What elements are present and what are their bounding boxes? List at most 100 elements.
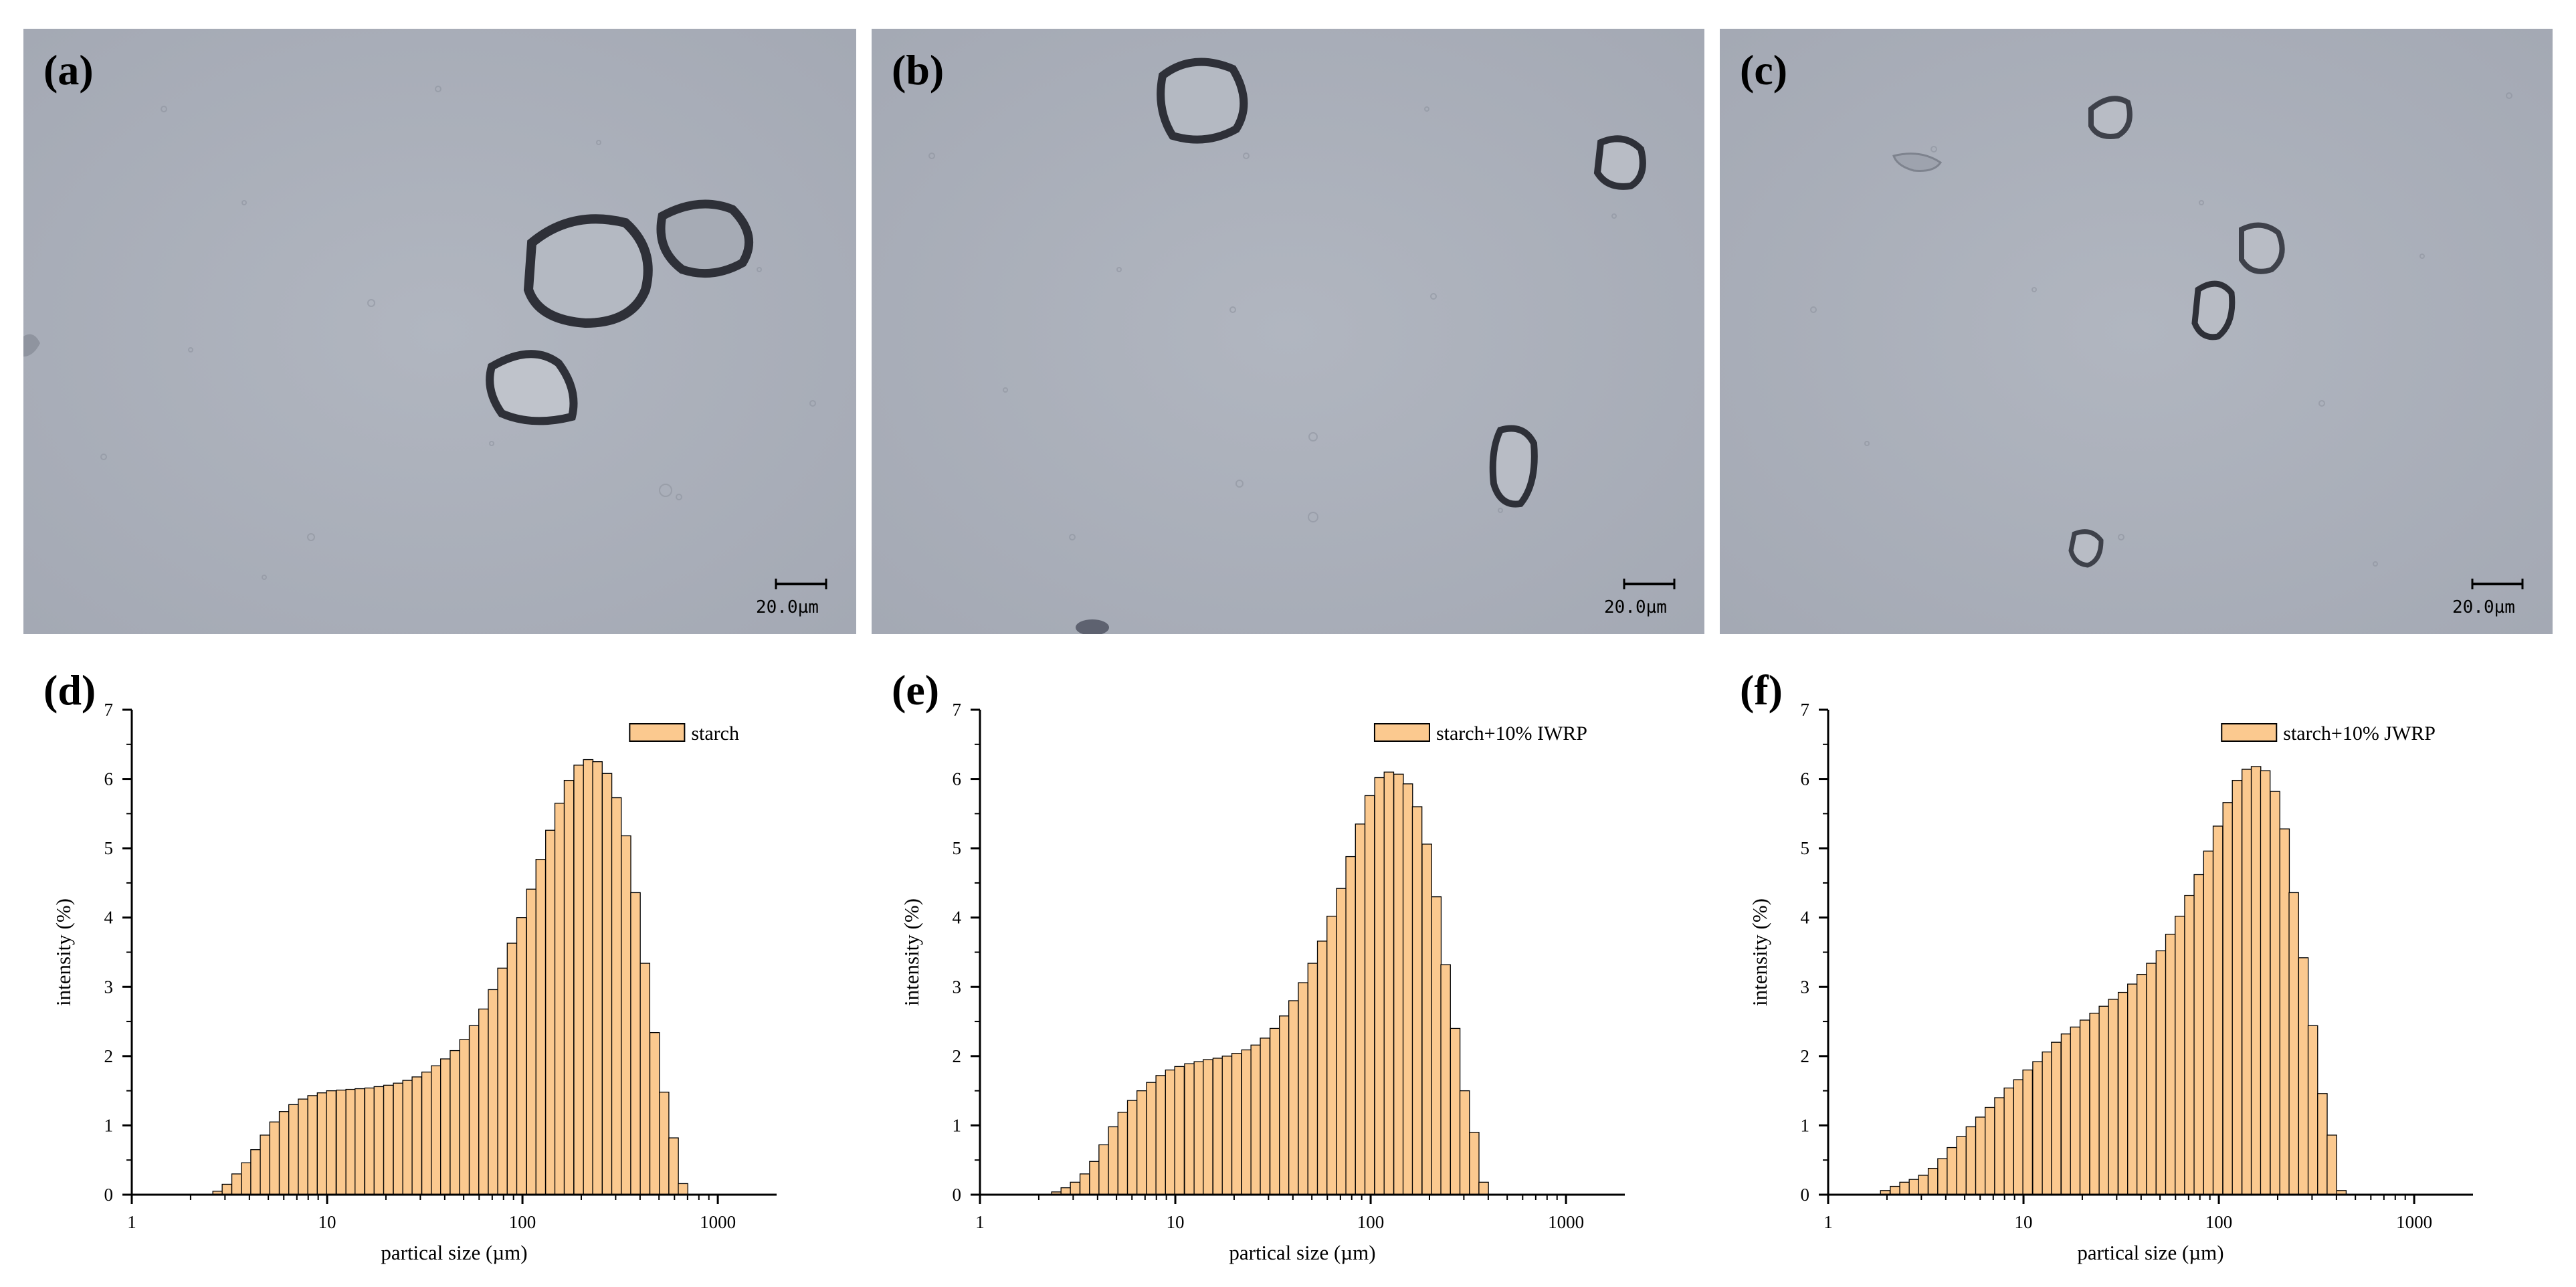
bar [364, 1087, 375, 1195]
scale-bar-label-c: 20.0µm [2452, 597, 2515, 617]
bar [1146, 1082, 1157, 1195]
bar [1459, 1090, 1470, 1195]
x-tick-label: 100 [1357, 1212, 1385, 1232]
x-axis-label: partical size (µm) [1229, 1241, 1375, 1264]
bar [307, 1095, 318, 1195]
bar [1947, 1147, 1957, 1195]
bar [1937, 1158, 1948, 1195]
bar [316, 1092, 328, 1195]
y-tick-label: 6 [104, 769, 114, 789]
bar [573, 765, 584, 1195]
bar [2079, 1019, 2090, 1195]
bar [2184, 894, 2195, 1195]
bar [639, 963, 651, 1195]
bar [450, 1050, 460, 1195]
bar [2242, 769, 2252, 1195]
bar [1184, 1063, 1195, 1195]
bar [1165, 1069, 1176, 1195]
x-tick-label: 100 [509, 1212, 536, 1232]
x-tick-label: 10 [2015, 1212, 2033, 1232]
bar [554, 803, 565, 1195]
bar [668, 1137, 679, 1195]
bar [1174, 1066, 1185, 1195]
bar [2003, 1087, 2014, 1195]
panel-label-a: (a) [43, 46, 94, 94]
y-tick-label: 4 [953, 908, 962, 928]
bar [526, 888, 537, 1195]
x-tick-label: 1 [975, 1212, 985, 1232]
bar [535, 859, 547, 1195]
bar [355, 1088, 365, 1195]
bar [1336, 888, 1347, 1195]
panel-label-f: (f) [1740, 666, 1783, 714]
y-tick-label: 7 [104, 700, 114, 720]
bar [2127, 983, 2138, 1195]
y-tick-label: 4 [1801, 908, 1810, 928]
legend-swatch [2221, 723, 2278, 742]
y-tick-label: 3 [104, 977, 114, 997]
bar [1108, 1126, 1118, 1195]
legend-label: starch+10% IWRP [1436, 722, 1587, 745]
bar [260, 1134, 270, 1195]
bar-series [212, 759, 688, 1195]
bar [2307, 1025, 2318, 1195]
bar [2212, 825, 2223, 1195]
bar [383, 1084, 394, 1195]
y-tick-label: 6 [953, 769, 962, 789]
bar [1231, 1053, 1242, 1195]
x-tick-label: 10 [318, 1212, 336, 1232]
bar [1126, 1100, 1138, 1195]
bar [2317, 1093, 2328, 1195]
bar [1918, 1175, 1929, 1195]
bar [1890, 1185, 1900, 1195]
bar [1307, 963, 1318, 1195]
bar [1374, 777, 1385, 1195]
x-tick-label: 10 [1167, 1212, 1185, 1232]
y-axis-label: intensity (%) [52, 898, 75, 1006]
bar [298, 1098, 308, 1195]
bar [659, 1092, 670, 1195]
bar [1269, 1027, 1280, 1195]
x-tick-label: 1 [1823, 1212, 1833, 1232]
bar [611, 797, 622, 1195]
bar [2108, 999, 2118, 1195]
bar [1316, 941, 1328, 1195]
y-tick-label: 2 [953, 1046, 962, 1066]
bar [373, 1086, 385, 1195]
y-tick-label: 0 [104, 1185, 114, 1205]
y-tick-label: 3 [1801, 977, 1810, 997]
legend-label: starch [691, 722, 739, 745]
bar [288, 1104, 299, 1195]
panel-label-c: (c) [1740, 46, 1788, 94]
bar [326, 1090, 336, 1195]
x-axis-label: partical size (µm) [381, 1241, 527, 1264]
bar [241, 1162, 252, 1195]
bar [1060, 1187, 1072, 1195]
bar [2222, 802, 2234, 1195]
bar [488, 989, 498, 1195]
micrograph-a-image [23, 29, 856, 634]
bar [2165, 933, 2176, 1195]
bar [1965, 1126, 1977, 1195]
bar [2060, 1033, 2072, 1195]
bar [2155, 950, 2167, 1195]
bar [1345, 856, 1356, 1195]
bar [431, 1065, 441, 1195]
legend-label: starch+10% JWRP [2283, 722, 2436, 745]
bar [1326, 915, 1337, 1195]
bar [1079, 1173, 1090, 1195]
y-tick-label: 2 [1801, 1046, 1810, 1066]
y-tick-label: 0 [953, 1185, 962, 1205]
bar [1899, 1181, 1910, 1195]
bar [1985, 1106, 1995, 1195]
bar [411, 1076, 422, 1195]
bar [1450, 1027, 1461, 1195]
bar [2098, 1005, 2110, 1195]
y-tick-label: 1 [953, 1115, 962, 1135]
bar [2326, 1134, 2337, 1195]
bar [393, 1082, 403, 1195]
bar [1431, 896, 1442, 1195]
bar [2032, 1061, 2043, 1195]
x-axis-label: partical size (µm) [2077, 1241, 2223, 1264]
